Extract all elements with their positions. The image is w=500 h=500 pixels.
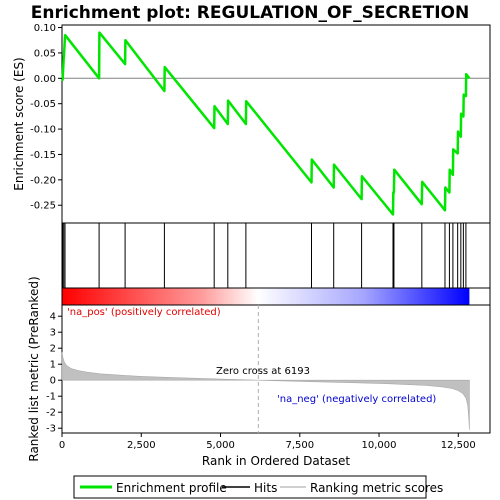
x-tick-label-2: 5,000 [206,440,235,451]
x-tick-label-1: 2,500 [127,440,156,451]
es-tick-label-2: 0.00 [34,74,56,85]
positive-correlation-label: 'na_pos' (positively correlated) [67,307,221,318]
legend-label-ranking-metric: Ranking metric scores [310,481,443,495]
metric-tick-label-4: 0 [50,376,56,387]
x-axis-label: Rank in Ordered Dataset [202,454,350,468]
metric-tick-label-5: -1 [46,392,56,403]
metric-tick-label-2: 2 [50,344,56,355]
rank-color-gradient [63,289,470,305]
legend-label-enrichment-profile: Enrichment profile [116,481,227,495]
metric-tick-label-7: -3 [46,424,56,435]
x-tick-label-5: 12,500 [441,440,476,451]
chart-title: Enrichment plot: REGULATION_OF_SECRETION [31,3,469,23]
x-tick-label-0: 0 [59,440,65,451]
es-tick-label-7: -0.25 [30,201,56,212]
metric-tick-label-3: 1 [50,360,56,371]
bar-layer [63,289,470,305]
negative-correlation-label: 'na_neg' (negatively correlated) [277,394,436,405]
legend-label-hits: Hits [254,481,277,495]
x-tick-label-3: 7,500 [285,440,314,451]
x-tick-label-4: 10,000 [362,440,397,451]
es-tick-label-1: 0.05 [34,48,56,59]
es-tick-label-0: 0.10 [34,23,56,34]
hits-panel [62,223,490,288]
zero-cross-label: Zero cross at 6193 [216,366,310,377]
es-tick-label-3: -0.05 [30,99,56,110]
metric-tick-label-0: 4 [50,312,56,323]
es-tick-label-5: -0.15 [30,150,56,161]
metric-axis-label: Ranked list metric (PreRanked) [27,276,41,461]
metric-tick-label-6: -2 [46,408,56,419]
es-tick-label-4: -0.10 [30,125,56,136]
legend: Enrichment profile Hits Ranking metric s… [74,476,443,498]
metric-tick-label-1: 3 [50,328,56,339]
es-axis-label: Enrichment score (ES) [12,57,26,190]
es-tick-label-6: -0.20 [30,175,56,186]
